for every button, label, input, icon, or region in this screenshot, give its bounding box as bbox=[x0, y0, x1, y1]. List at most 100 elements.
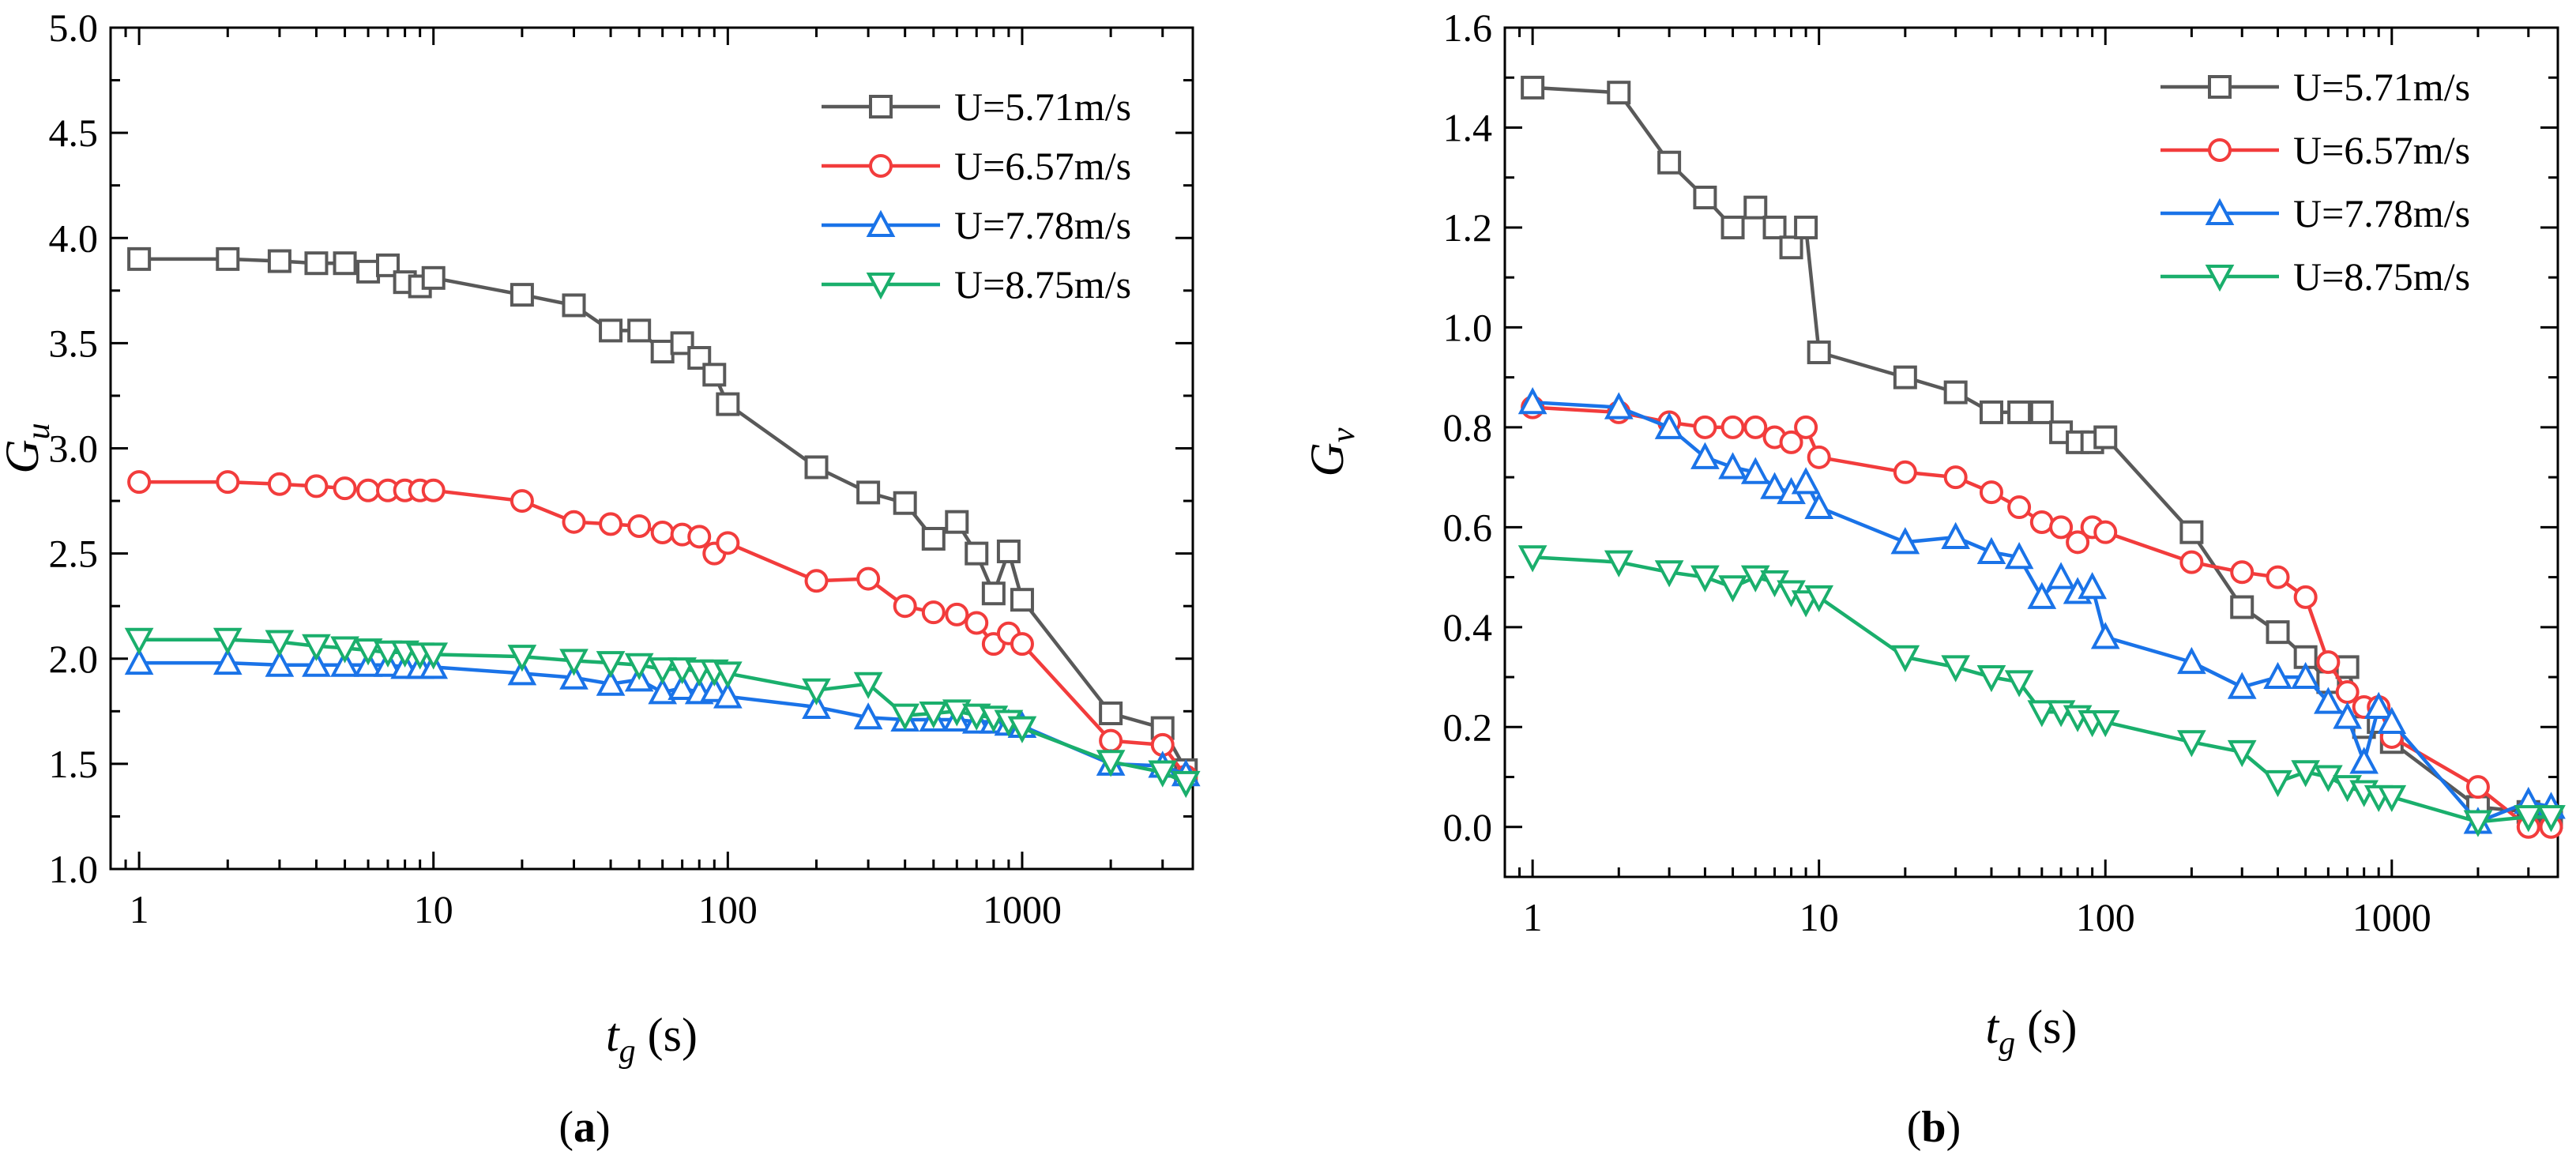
data-point bbox=[1743, 415, 1768, 439]
data-point bbox=[419, 642, 449, 670]
data-point bbox=[127, 470, 152, 495]
data-point bbox=[802, 678, 831, 705]
y-tick-label: 3.5 bbox=[49, 321, 99, 365]
data-point bbox=[559, 649, 589, 676]
y-tick-label: 1.6 bbox=[1443, 6, 1493, 50]
panel-b: 1 10 100 1000 0.0 0.2 0.4 0.6 0.8 1.0 1.2 1.4 1.6 U=5… bbox=[1301, 6, 2566, 1152]
data-point bbox=[804, 455, 829, 480]
data-point bbox=[1657, 150, 1682, 175]
data-point bbox=[2333, 702, 2362, 729]
data-point bbox=[648, 657, 678, 685]
data-point bbox=[1794, 415, 1818, 439]
data-point bbox=[1807, 445, 1831, 469]
data-point bbox=[942, 699, 972, 727]
data-point bbox=[1941, 521, 1971, 549]
y-tick-label: 2.5 bbox=[49, 532, 99, 576]
data-point bbox=[1604, 392, 1634, 419]
data-point bbox=[216, 246, 240, 271]
data-point bbox=[945, 510, 969, 534]
data-point bbox=[2314, 765, 2343, 792]
x-axis-title: tg (s) bbox=[1986, 1001, 2078, 1062]
data-point bbox=[1720, 215, 1745, 239]
data-point bbox=[713, 661, 743, 689]
data-point bbox=[1517, 387, 1547, 415]
data-point bbox=[648, 677, 678, 705]
legend-marker bbox=[869, 95, 893, 119]
data-point bbox=[1718, 452, 1747, 480]
data-point bbox=[627, 318, 652, 343]
data-point bbox=[124, 647, 154, 675]
data-point bbox=[1979, 480, 2003, 505]
data-point bbox=[650, 340, 675, 364]
data-point bbox=[702, 363, 727, 387]
data-point bbox=[890, 703, 920, 731]
legend-label: U=6.57m/s bbox=[954, 144, 1131, 188]
data-point bbox=[2090, 622, 2120, 649]
legend: U=5.71m/s U=6.57m/s U=7.78m/s U=8.75m/s bbox=[822, 85, 1131, 307]
data-point bbox=[2291, 760, 2320, 788]
data-point bbox=[333, 251, 357, 276]
data-point bbox=[945, 602, 969, 626]
y-tick-label: 1.2 bbox=[1443, 205, 1493, 250]
data-point bbox=[212, 627, 243, 656]
data-point bbox=[2046, 562, 2076, 589]
data-point bbox=[2004, 670, 2034, 698]
data-point bbox=[2364, 691, 2394, 719]
data-point bbox=[699, 675, 729, 702]
data-point bbox=[304, 474, 329, 498]
data-point bbox=[562, 293, 586, 318]
data-point bbox=[650, 521, 675, 544]
data-point bbox=[716, 531, 740, 555]
data-point bbox=[2316, 650, 2341, 675]
data-point bbox=[2377, 784, 2407, 813]
y-tick-label: 1.5 bbox=[49, 742, 99, 786]
data-point bbox=[2227, 672, 2257, 699]
data-point bbox=[376, 253, 401, 277]
data-point bbox=[304, 251, 329, 276]
legend-marker bbox=[2208, 75, 2232, 99]
data-point bbox=[2027, 581, 2057, 609]
data-point bbox=[2177, 730, 2206, 758]
data-point bbox=[2293, 585, 2318, 609]
data-point bbox=[2230, 595, 2254, 619]
data-point bbox=[2049, 515, 2074, 540]
data-point bbox=[893, 491, 917, 515]
data-point bbox=[627, 514, 652, 539]
x-tick-label: 10 bbox=[414, 887, 453, 931]
data-point bbox=[2266, 620, 2290, 645]
legend-marker bbox=[2205, 265, 2235, 292]
data-point bbox=[713, 681, 743, 709]
data-point bbox=[353, 638, 383, 666]
data-point bbox=[2007, 400, 2032, 424]
data-point bbox=[1943, 380, 1968, 404]
data-point bbox=[421, 265, 446, 290]
data-point bbox=[2007, 495, 2032, 520]
data-point bbox=[1517, 545, 1547, 573]
data-point bbox=[265, 649, 295, 677]
panel-label: (a) bbox=[558, 1103, 610, 1152]
data-point bbox=[1890, 645, 1920, 673]
data-point bbox=[1690, 565, 1720, 593]
y-tick-label: 2.0 bbox=[49, 637, 99, 681]
y-tick-label: 1.0 bbox=[1443, 305, 1493, 349]
data-point bbox=[1010, 632, 1034, 656]
data-point bbox=[1804, 585, 1834, 613]
data-point bbox=[1979, 400, 2003, 424]
legend-label: U=5.71m/s bbox=[954, 85, 1131, 129]
series-3 bbox=[1517, 387, 2566, 834]
y-tick-label: 4.0 bbox=[49, 216, 99, 260]
data-point bbox=[2090, 709, 2120, 738]
data-point bbox=[2179, 520, 2204, 544]
data-point bbox=[356, 259, 381, 284]
data-point bbox=[804, 569, 829, 593]
data-point bbox=[856, 566, 881, 591]
data-point bbox=[921, 526, 946, 551]
x-tick-label: 1000 bbox=[2352, 895, 2431, 939]
x-tick-label: 10 bbox=[1799, 895, 1839, 939]
data-point bbox=[921, 600, 946, 625]
data-point bbox=[1807, 340, 1831, 365]
data-point bbox=[333, 476, 357, 501]
data-point bbox=[267, 249, 291, 273]
data-point bbox=[1654, 560, 1684, 588]
